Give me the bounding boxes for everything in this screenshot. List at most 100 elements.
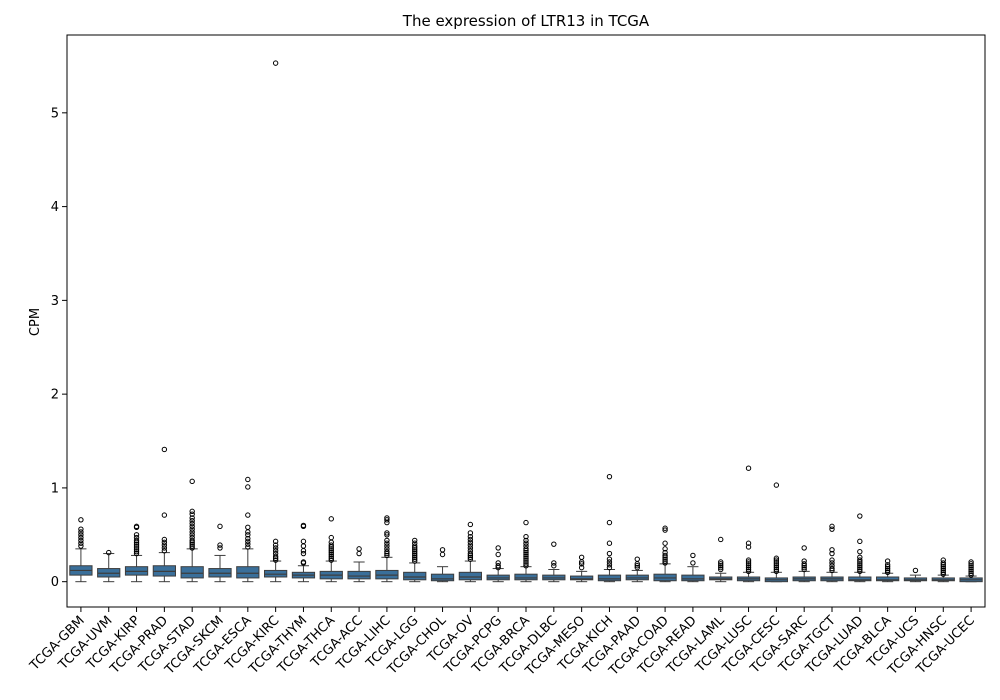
outlier-point [718, 559, 724, 565]
outlier-point [328, 546, 334, 552]
outlier-point [384, 515, 390, 521]
outlier-point [745, 564, 752, 571]
outlier-point [495, 551, 501, 558]
box [403, 571, 427, 581]
outlier-point [245, 541, 251, 547]
outlier-point [439, 547, 446, 553]
outlier-point [523, 546, 529, 552]
outlier-point [662, 558, 668, 564]
outlier-point [412, 547, 418, 553]
outlier-point [578, 561, 585, 567]
outlier-point [857, 513, 863, 519]
outlier-point [217, 542, 223, 548]
outlier-point [189, 545, 195, 551]
box-group [764, 482, 788, 583]
box-group [124, 523, 149, 583]
outlier-point [245, 529, 251, 535]
outlier-point [551, 541, 557, 547]
outlier-point [829, 560, 835, 566]
outlier-point [745, 559, 752, 565]
outlier-point [857, 568, 863, 575]
outlier-point [467, 545, 474, 551]
outlier-point [272, 60, 279, 66]
outlier-point [773, 555, 780, 561]
outlier-point [245, 532, 251, 538]
outlier-point [523, 540, 529, 546]
outlier-point [328, 542, 334, 548]
outlier-point [578, 564, 585, 571]
y-tick-label: 0 [51, 575, 59, 590]
outlier-point [884, 569, 891, 576]
outlier-point [78, 517, 84, 523]
outlier-point [745, 557, 752, 563]
box-group [959, 559, 983, 583]
outlier-point [801, 561, 807, 567]
outlier-point [272, 545, 279, 551]
outlier-point [662, 525, 668, 531]
outlier-point [745, 566, 752, 573]
outlier-point [968, 570, 974, 576]
box-group [264, 60, 288, 583]
outlier-point [857, 538, 863, 545]
outlier-point [773, 559, 780, 565]
outlier-point [384, 552, 390, 559]
x-axis: TCGA-GBMTCGA-UVMTCGA-KIRPTCGA-PRADTCGA-S… [27, 607, 978, 679]
box [458, 571, 482, 581]
outlier-point [690, 560, 696, 566]
box [180, 566, 204, 579]
outlier-point [773, 566, 780, 573]
box-group [625, 556, 649, 583]
outlier-point [523, 549, 529, 556]
outlier-point [161, 512, 168, 518]
box-group [208, 523, 232, 583]
plot-frame [66, 34, 986, 608]
outlier-point [634, 563, 640, 569]
outlier-point [356, 546, 362, 552]
outlier-point [217, 545, 223, 551]
outlier-point [829, 563, 835, 569]
outlier-point [328, 516, 334, 522]
outlier-point [578, 554, 585, 561]
box-group [709, 536, 733, 583]
outlier-point [523, 555, 529, 561]
outlier-point [718, 563, 724, 569]
box-group [736, 465, 761, 583]
outlier-point [857, 564, 863, 571]
outlier-point [78, 534, 84, 541]
outlier-point [857, 554, 863, 561]
outlier-point [523, 559, 529, 565]
box-group [570, 554, 594, 583]
outlier-point [968, 564, 974, 571]
outlier-point [718, 561, 724, 567]
outlier-point [968, 563, 974, 569]
outlier-point [189, 518, 195, 524]
outlier-point [523, 561, 529, 567]
outlier-point [718, 536, 724, 543]
outlier-point [773, 561, 780, 567]
outlier-point [412, 550, 418, 557]
outlier-point [78, 532, 84, 538]
box-group [876, 558, 900, 583]
outlier-point [189, 529, 195, 535]
box [430, 573, 455, 582]
outlier-point [940, 565, 946, 572]
outlier-point [857, 561, 863, 567]
box-group [486, 545, 510, 583]
outlier-point [884, 567, 891, 574]
outlier-point [606, 519, 613, 526]
outlier-point [78, 529, 84, 535]
outlier-point [606, 564, 613, 571]
outlier-point [857, 566, 863, 573]
outlier-point [161, 548, 168, 554]
outlier-point [773, 482, 780, 488]
outlier-point [829, 550, 835, 557]
box [681, 574, 705, 582]
outlier-point [857, 563, 863, 569]
outlier-point [801, 558, 807, 564]
box-group [152, 446, 176, 583]
box-group [403, 537, 427, 583]
outlier-point [412, 556, 418, 562]
outlier-point [412, 540, 418, 546]
outlier-point [300, 543, 307, 549]
outlier-point [328, 549, 334, 556]
